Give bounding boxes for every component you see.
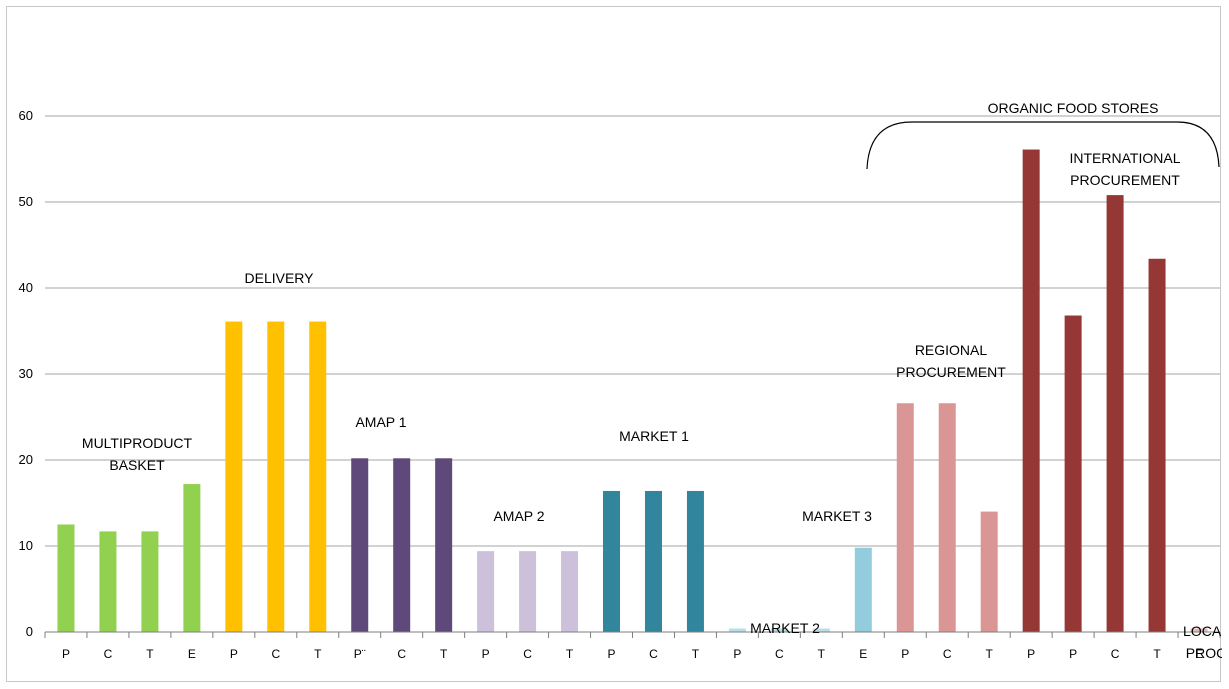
x-tick-label: T bbox=[818, 647, 826, 661]
annotation-line: INTERNATIONAL bbox=[1070, 150, 1181, 166]
annotation-line: MARKET 2 bbox=[750, 620, 820, 636]
annotation-label: INTERNATIONAL PROCUREMENT bbox=[1070, 150, 1181, 188]
x-tick-label: P bbox=[901, 647, 909, 661]
x-tick-label: E bbox=[188, 647, 196, 661]
annotation-line: DELIVERY bbox=[245, 270, 315, 286]
annotation-line: MULTIPRODUCT bbox=[82, 435, 193, 451]
annotation-line: ORGANIC FOOD STORES bbox=[988, 100, 1159, 116]
x-tick-label: P bbox=[733, 647, 741, 661]
bars bbox=[57, 149, 1208, 633]
x-axis-ticks: P C T E P C T P¨ C T P C T P C T P C T E P C T P P C T E bbox=[62, 647, 1203, 661]
bar bbox=[225, 321, 243, 632]
x-tick-label: C bbox=[523, 647, 532, 661]
x-tick-label: P bbox=[1027, 647, 1035, 661]
x-tick-label: T bbox=[986, 647, 994, 661]
bar bbox=[1106, 195, 1124, 632]
x-tick-label: T bbox=[1153, 647, 1161, 661]
bar bbox=[1190, 628, 1208, 632]
bar bbox=[309, 321, 327, 632]
annotation-label: AMAP 1 bbox=[355, 414, 406, 430]
annotation-line: PROCUREMENT bbox=[1070, 172, 1180, 188]
x-axis bbox=[44, 631, 1221, 638]
annotation-line: PROCUREMENT bbox=[896, 364, 1006, 380]
y-tick-label: 20 bbox=[19, 452, 33, 467]
x-tick-label: C bbox=[1111, 647, 1120, 661]
y-tick-label: 0 bbox=[26, 624, 33, 639]
x-tick-label: C bbox=[943, 647, 952, 661]
bar bbox=[938, 403, 956, 632]
y-tick-label: 10 bbox=[19, 538, 33, 553]
bar bbox=[57, 524, 75, 632]
bar bbox=[603, 490, 621, 632]
annotation-line: AMAP 1 bbox=[355, 414, 406, 430]
bar bbox=[980, 511, 998, 632]
annotation-line: MARKET 3 bbox=[802, 508, 872, 524]
bar bbox=[99, 531, 117, 632]
x-tick-label: P bbox=[230, 647, 238, 661]
x-tick-label: P bbox=[1069, 647, 1077, 661]
annotation-label: ORGANIC FOOD STORES bbox=[988, 100, 1159, 116]
bar bbox=[1148, 258, 1166, 632]
x-tick-label: E bbox=[1195, 647, 1203, 661]
annotation-line: AMAP 2 bbox=[493, 508, 544, 524]
bar bbox=[1022, 149, 1040, 633]
x-tick-label: T bbox=[692, 647, 700, 661]
annotation-label: MARKET 3 bbox=[802, 508, 872, 524]
annotation-line: MARKET 1 bbox=[619, 428, 689, 444]
bar bbox=[141, 531, 159, 632]
bar bbox=[728, 628, 746, 632]
bar bbox=[561, 551, 579, 632]
bar bbox=[896, 403, 914, 632]
annotation-line: PROC bbox=[1186, 645, 1222, 661]
bar bbox=[812, 628, 830, 632]
x-tick-label: P bbox=[62, 647, 70, 661]
annotation-line: BASKET bbox=[109, 457, 165, 473]
bar bbox=[644, 490, 662, 632]
y-tick-label: 40 bbox=[19, 280, 33, 295]
annotation-label: REGIONAL PROCUREMENT bbox=[896, 342, 1006, 380]
bar bbox=[686, 490, 704, 632]
x-tick-label: T bbox=[566, 647, 574, 661]
bar bbox=[477, 551, 495, 632]
bar bbox=[519, 551, 537, 632]
annotation-label: DELIVERY bbox=[245, 270, 315, 286]
bar bbox=[351, 458, 369, 632]
bar bbox=[267, 321, 285, 632]
x-tick-label: C bbox=[649, 647, 658, 661]
bar bbox=[183, 484, 201, 632]
annotation-label: AMAP 2 bbox=[493, 508, 544, 524]
x-tick-label: P¨ bbox=[354, 647, 366, 661]
x-tick-label: C bbox=[397, 647, 406, 661]
bar bbox=[1064, 315, 1082, 632]
chart-frame: 0 10 20 30 40 50 60 P C T E P C T P¨ C T P C T P C T P C T E P C T P P… bbox=[6, 6, 1229, 682]
annotation-line: LOCAL bbox=[1183, 623, 1222, 639]
x-tick-label: E bbox=[859, 647, 867, 661]
y-tick-label: 30 bbox=[19, 366, 33, 381]
bar bbox=[770, 628, 788, 632]
x-tick-label: T bbox=[314, 647, 322, 661]
x-tick-label: T bbox=[440, 647, 448, 661]
x-tick-label: P bbox=[482, 647, 490, 661]
x-tick-label: T bbox=[146, 647, 154, 661]
bar bbox=[435, 458, 453, 632]
y-tick-label: 60 bbox=[19, 108, 33, 123]
gridlines bbox=[45, 115, 1220, 547]
organic-food-stores-bracket bbox=[866, 121, 1220, 170]
x-tick-label: C bbox=[271, 647, 280, 661]
x-tick-label: C bbox=[775, 647, 784, 661]
annotation-label: MULTIPRODUCT BASKET bbox=[82, 435, 193, 473]
annotation-label: LOCAL PROC bbox=[1183, 623, 1222, 661]
y-axis-ticks: 0 10 20 30 40 50 60 bbox=[19, 108, 33, 639]
annotations: MULTIPRODUCT BASKET DELIVERY AMAP 1 AMAP 2 MA… bbox=[82, 100, 1229, 661]
bar bbox=[393, 458, 411, 632]
bar bbox=[854, 547, 872, 632]
x-tick-label: C bbox=[104, 647, 113, 661]
annotation-line: REGIONAL bbox=[915, 342, 988, 358]
annotation-label: MARKET 2 bbox=[750, 620, 820, 636]
annotation-label: MARKET 1 bbox=[619, 428, 689, 444]
x-tick-label: P bbox=[608, 647, 616, 661]
y-tick-label: 50 bbox=[19, 194, 33, 209]
